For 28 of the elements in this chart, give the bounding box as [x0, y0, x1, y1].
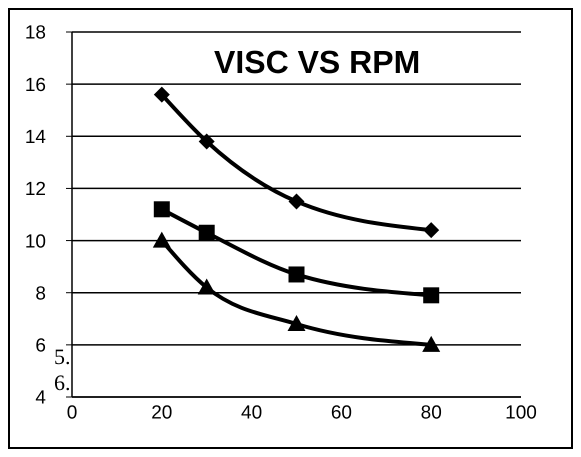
x-tick-label: 60	[330, 402, 352, 424]
point	[423, 222, 440, 238]
point	[423, 287, 440, 304]
x-tick-label: 40	[241, 402, 262, 424]
x-tick-label: 100	[505, 402, 537, 424]
y-tick-label: 8	[35, 283, 46, 304]
y-tick-label: 10	[24, 231, 46, 252]
chart-title: VISC VS RPM	[210, 44, 424, 81]
y-tick-label: 4	[35, 388, 46, 409]
text: 5.	[54, 344, 70, 370]
text: 6.	[54, 370, 70, 396]
y-tick-label: 16	[24, 74, 46, 96]
point	[288, 266, 304, 282]
y-tick-label: 6	[35, 336, 46, 357]
y-tick-label: 18	[24, 22, 46, 44]
x-tick-label: 20	[151, 402, 172, 424]
point	[198, 224, 215, 241]
point	[288, 193, 304, 210]
y-tick-label: 14	[24, 127, 46, 148]
x-tick-label: 80	[420, 402, 442, 424]
point	[198, 134, 215, 150]
y-tick-label: 12	[24, 179, 46, 200]
point	[288, 315, 306, 331]
point	[422, 336, 440, 352]
point	[152, 232, 171, 248]
point	[154, 86, 170, 103]
point	[154, 201, 170, 218]
x-tick-label: 0	[66, 402, 78, 424]
